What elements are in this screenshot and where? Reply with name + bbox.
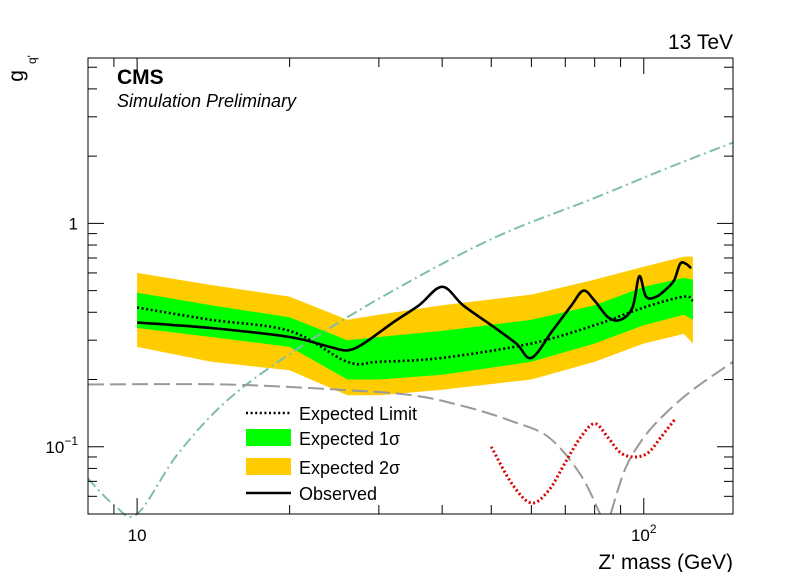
y-tick-label: 10−1 — [45, 434, 78, 457]
x-tick-label: 10 — [128, 526, 147, 545]
axis-ticks — [87, 58, 733, 514]
x-tick-label-base: 10 — [631, 526, 650, 545]
legend-expected-label: Expected Limit — [299, 404, 417, 424]
band1-band — [137, 277, 693, 380]
expected-bands — [137, 256, 693, 396]
y-tick-label: 1 — [69, 214, 78, 233]
legend-band1-swatch — [246, 429, 291, 446]
x-tick-label-base: 10 — [128, 526, 147, 545]
y-tick-label-exponent: −1 — [64, 434, 78, 448]
experiment-subtitle: Simulation Preliminary — [117, 91, 297, 111]
legend-band2-label: Expected 2σ — [299, 458, 400, 478]
band2-band — [137, 256, 693, 396]
expected-line — [136, 295, 694, 366]
x-axis-title: Z' mass (GeV) — [598, 551, 733, 572]
legend-band1-label: Expected 1σ — [299, 429, 400, 449]
diag-gray-falling-line — [87, 383, 601, 515]
y-axis-title: g q' — [5, 55, 39, 82]
legend: Expected Limit Expected 1σ Expected 2σ O… — [246, 404, 417, 504]
diag-gray-rising-line — [609, 360, 734, 515]
experiment-label: CMS — [117, 66, 164, 89]
observed-line — [137, 261, 692, 360]
plot-frame — [87, 57, 734, 515]
x-tick-label-exponent: 2 — [650, 522, 657, 536]
energy-label: 13 TeV — [668, 31, 733, 54]
legend-band2-swatch — [246, 458, 291, 475]
y-tick-label-base: 10 — [45, 438, 64, 457]
red-dotted-line — [489, 418, 676, 505]
legend-observed-label: Observed — [299, 484, 377, 504]
svg-text:g: g — [5, 70, 28, 82]
x-tick-label: 102 — [631, 522, 657, 545]
y-axis-title-main: g — [5, 70, 28, 82]
y-axis-title-sub: q' — [25, 55, 39, 64]
